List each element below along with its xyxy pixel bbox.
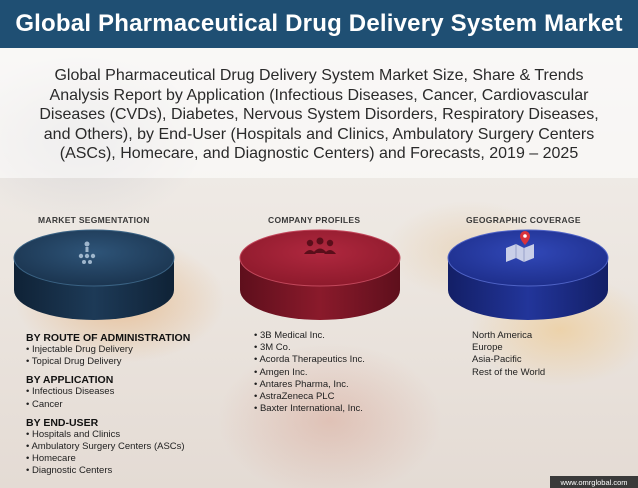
segmentation-disc (13, 229, 175, 320)
list-item: Antares Pharma, Inc. (254, 379, 365, 391)
group-header-end-user: BY END-USER (26, 416, 99, 429)
segmentation-icon (78, 241, 96, 264)
segmentation-heading: MARKET SEGMENTATION (38, 215, 150, 225)
group-header-route: BY ROUTE OF ADMINISTRATION (26, 332, 191, 344)
list-item: 3M Co. (254, 342, 365, 354)
list-item: 3B Medical Inc. (254, 330, 365, 342)
group-header-application: BY APPLICATION (26, 374, 114, 387)
list-item: Acorda Therapeutics Inc. (254, 354, 364, 366)
title-bar: Global Pharmaceutical Drug Delivery Syst… (0, 0, 638, 48)
list-item: North America (472, 330, 533, 341)
people-icon (304, 237, 336, 254)
subtitle-backdrop (0, 48, 638, 178)
companies-list: 3B Medical Inc. 3M Co. Acorda Therapeuti… (254, 330, 365, 415)
list-item: Topical Drug Delivery (26, 356, 190, 368)
report-subtitle: Global Pharmaceutical Drug Delivery Syst… (39, 67, 599, 162)
companies-heading: COMPANY PROFILES (268, 215, 361, 225)
list-item: Hospitals and Clinics (26, 429, 190, 441)
map-pin-icon (506, 231, 534, 262)
list-item: Rest of the World (472, 366, 546, 378)
list-item: Amgen Inc. (254, 367, 365, 379)
geography-heading: GEOGRAPHIC COVERAGE (466, 215, 581, 225)
segmentation-list: BY ROUTE OF ADMINISTRATION Injectable Dr… (26, 329, 190, 478)
footer-url: www.omrglobal.com (550, 476, 638, 488)
list-item: Ambulatory Surgery Centers (ASCs) (26, 441, 190, 453)
companies-disc (239, 229, 401, 320)
list-item: Europe (472, 342, 503, 354)
list-item: Homecare (26, 453, 190, 465)
geography-disc (447, 229, 609, 320)
list-item: Asia-Pacific (472, 354, 522, 366)
list-item: Baxter International, Inc. (254, 403, 365, 415)
list-item: Infectious Diseases (26, 386, 190, 398)
list-item: AstraZeneca PLC (254, 391, 365, 403)
page-title: Global Pharmaceutical Drug Delivery Syst… (15, 10, 623, 37)
list-item: Diagnostic Centers (26, 465, 190, 477)
list-item: Cancer (26, 399, 190, 411)
list-item: Injectable Drug Delivery (26, 344, 190, 356)
geography-list: North America Europe Asia-Pacific Rest o… (472, 330, 545, 379)
